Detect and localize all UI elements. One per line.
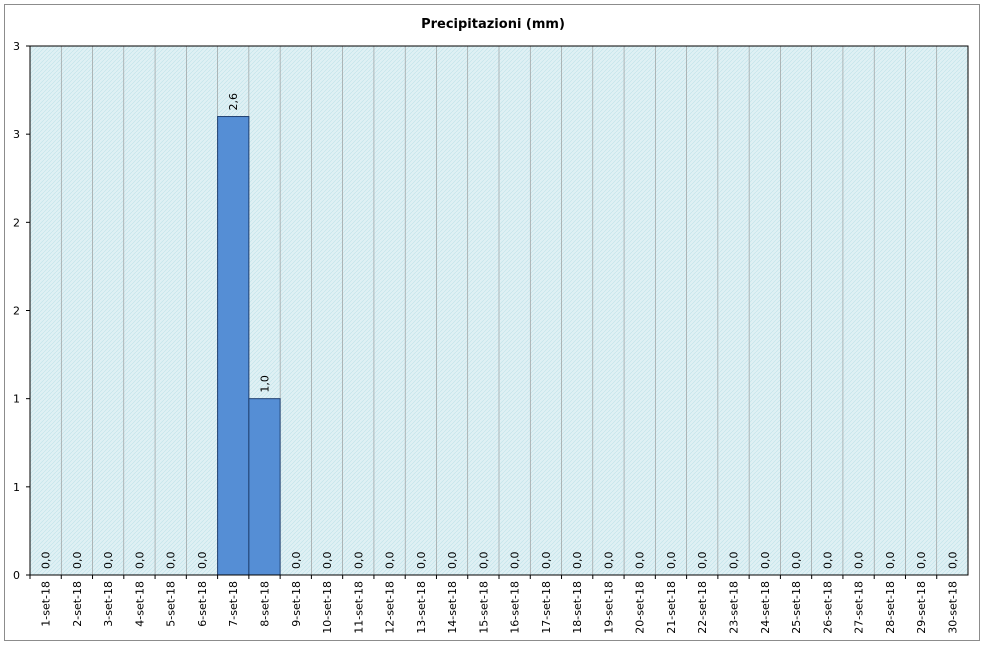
y-tick-label: 2 bbox=[13, 216, 20, 229]
y-tick-label: 1 bbox=[13, 481, 20, 494]
x-tick-label: 22-set-18 bbox=[696, 581, 709, 634]
data-label: 0,0 bbox=[509, 552, 522, 570]
y-tick-label: 0 bbox=[13, 569, 20, 582]
data-label: 0,0 bbox=[415, 552, 428, 570]
chart-title: Precipitazioni (mm) bbox=[421, 17, 565, 32]
y-axis-ticks: 0 1 1 2 2 3 3 bbox=[13, 40, 30, 582]
bar-8-set-18 bbox=[248, 398, 281, 576]
data-label: 2,6 bbox=[227, 93, 240, 111]
data-label: 0,0 bbox=[384, 552, 397, 570]
data-label: 1,0 bbox=[259, 375, 272, 393]
data-label: 0,0 bbox=[352, 552, 365, 570]
x-tick-label: 23-set-18 bbox=[728, 581, 741, 634]
x-tick-label: 17-set-18 bbox=[540, 581, 553, 634]
x-tick-label: 29-set-18 bbox=[915, 581, 928, 634]
data-label: 0,0 bbox=[71, 552, 84, 570]
x-tick-label: 18-set-18 bbox=[571, 581, 584, 634]
x-tick-label: 3-set-18 bbox=[102, 581, 115, 627]
x-tick-label: 12-set-18 bbox=[384, 581, 397, 634]
y-tick-label: 3 bbox=[13, 128, 20, 141]
data-labels: 0,0 0,0 0,0 0,0 0,0 0,0 2,6 1,0 0,0 0,0 0,0 0,0 0,0 0… bbox=[40, 93, 960, 569]
x-tick-label: 21-set-18 bbox=[665, 581, 678, 634]
data-label: 0,0 bbox=[821, 552, 834, 570]
bar-7-set-18 bbox=[217, 116, 250, 576]
x-tick-label: 28-set-18 bbox=[884, 581, 897, 634]
data-label: 0,0 bbox=[290, 552, 303, 570]
x-tick-label: 16-set-18 bbox=[509, 581, 522, 634]
x-tick-label: 11-set-18 bbox=[352, 581, 365, 634]
x-tick-label: 25-set-18 bbox=[790, 581, 803, 634]
x-tick-label: 10-set-18 bbox=[321, 581, 334, 634]
x-tick-label: 4-set-18 bbox=[133, 581, 146, 627]
x-axis-ticks: 1-set-18 2-set-18 3-set-18 4-set-18 5-set-18… bbox=[29, 575, 959, 634]
x-tick-label: 1-set-18 bbox=[40, 581, 53, 627]
bars bbox=[217, 116, 281, 576]
x-tick-label: 30-set-18 bbox=[946, 581, 959, 634]
plot-border bbox=[29, 45, 969, 576]
x-tick-label: 19-set-18 bbox=[602, 581, 615, 634]
data-label: 0,0 bbox=[946, 552, 959, 570]
x-tick-label: 24-set-18 bbox=[759, 581, 772, 634]
x-tick-label: 15-set-18 bbox=[477, 581, 490, 634]
data-label: 0,0 bbox=[915, 552, 928, 570]
data-label: 0,0 bbox=[790, 552, 803, 570]
x-tick-label: 9-set-18 bbox=[290, 581, 303, 627]
data-label: 0,0 bbox=[540, 552, 553, 570]
y-tick-label: 1 bbox=[13, 393, 20, 406]
data-label: 0,0 bbox=[759, 552, 772, 570]
x-tick-label: 26-set-18 bbox=[821, 581, 834, 634]
data-label: 0,0 bbox=[665, 552, 678, 570]
data-label: 0,0 bbox=[728, 552, 741, 570]
data-label: 0,0 bbox=[634, 552, 647, 570]
x-tick-label: 8-set-18 bbox=[259, 581, 272, 627]
x-tick-label: 27-set-18 bbox=[853, 581, 866, 634]
x-tick-label: 5-set-18 bbox=[165, 581, 178, 627]
data-label: 0,0 bbox=[196, 552, 209, 570]
data-label: 0,0 bbox=[477, 552, 490, 570]
x-tick-label: 6-set-18 bbox=[196, 581, 209, 627]
x-tick-label: 20-set-18 bbox=[634, 581, 647, 634]
x-tick-label: 14-set-18 bbox=[446, 581, 459, 634]
x-tick-label: 13-set-18 bbox=[415, 581, 428, 634]
y-tick-label: 3 bbox=[13, 40, 20, 53]
data-label: 0,0 bbox=[321, 552, 334, 570]
data-label: 0,0 bbox=[853, 552, 866, 570]
data-label: 0,0 bbox=[602, 552, 615, 570]
data-label: 0,0 bbox=[165, 552, 178, 570]
data-label: 0,0 bbox=[884, 552, 897, 570]
data-label: 0,0 bbox=[696, 552, 709, 570]
data-label: 0,0 bbox=[571, 552, 584, 570]
data-label: 0,0 bbox=[40, 552, 53, 570]
data-label: 0,0 bbox=[133, 552, 146, 570]
y-tick-label: 2 bbox=[13, 305, 20, 318]
x-tick-label: 7-set-18 bbox=[227, 581, 240, 627]
data-label: 0,0 bbox=[446, 552, 459, 570]
data-label: 0,0 bbox=[102, 552, 115, 570]
x-tick-label: 2-set-18 bbox=[71, 581, 84, 627]
